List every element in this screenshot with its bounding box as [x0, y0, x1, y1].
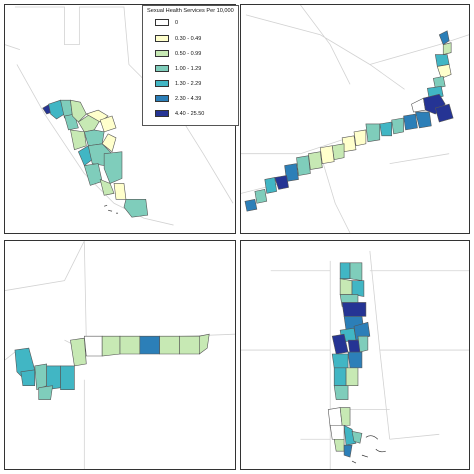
county — [296, 155, 311, 176]
map-panel-bottom-right — [240, 240, 470, 470]
county — [343, 424, 357, 446]
county — [308, 151, 323, 170]
legend-item: 0.50 - 0.99 — [155, 49, 201, 58]
county — [403, 113, 418, 131]
county — [339, 407, 351, 426]
county — [113, 183, 127, 200]
legend-label: 0.50 - 0.99 — [175, 50, 202, 57]
map-legend: Sexual Health Services Per 10,000 0 0.30… — [142, 5, 239, 126]
legend-swatch — [155, 50, 169, 57]
map-mississippi — [241, 250, 469, 469]
county — [139, 335, 160, 355]
county — [351, 430, 363, 444]
county — [83, 163, 103, 186]
legend-item: 2.30 - 4.39 — [155, 94, 201, 103]
county — [339, 262, 351, 279]
county — [101, 335, 121, 357]
county — [347, 351, 363, 369]
county — [123, 198, 149, 218]
county — [83, 129, 105, 147]
county — [60, 365, 75, 390]
county — [99, 115, 117, 133]
county — [70, 129, 87, 151]
county — [70, 337, 87, 367]
county — [343, 444, 353, 458]
county — [331, 353, 349, 369]
county — [333, 438, 345, 452]
county — [179, 335, 200, 355]
county — [101, 133, 117, 153]
counties — [327, 262, 371, 458]
county — [353, 129, 367, 147]
legend-title: Sexual Health Services Per 10,000 — [147, 8, 234, 14]
legend-swatch — [155, 19, 169, 26]
county — [351, 280, 365, 297]
county — [339, 278, 353, 295]
county — [365, 123, 381, 143]
counties — [14, 333, 210, 400]
county — [331, 143, 345, 160]
county — [48, 99, 65, 120]
county — [379, 121, 392, 137]
county — [119, 335, 141, 355]
county — [99, 178, 115, 196]
county — [436, 64, 452, 79]
county — [353, 321, 371, 341]
map-great-lakes — [5, 241, 235, 469]
county — [415, 111, 432, 129]
county — [34, 363, 47, 391]
legend-label: 2.30 - 4.39 — [175, 95, 202, 102]
legend-item: 0 — [155, 18, 178, 27]
map-panel-top-left: Sexual Health Services Per 10,000 0 0.30… — [4, 4, 239, 234]
map-panel-top-right — [240, 4, 470, 234]
map-california — [5, 6, 234, 226]
county — [244, 198, 258, 212]
county — [333, 385, 349, 400]
coastline-islands — [351, 435, 386, 464]
map-panel-bottom-left — [4, 240, 236, 470]
legend-item: 1.00 - 1.29 — [155, 64, 201, 73]
county — [434, 103, 454, 123]
county — [349, 262, 363, 282]
legend-label: 4.40 - 25.50 — [175, 110, 205, 117]
legend-item: 1.30 - 2.29 — [155, 79, 201, 88]
legend-swatch — [155, 80, 169, 87]
county — [341, 302, 367, 317]
legend-label: 1.00 - 1.29 — [175, 65, 202, 72]
legend-swatch — [155, 95, 169, 102]
legend-label: 1.30 - 2.29 — [175, 80, 202, 87]
county — [159, 335, 180, 355]
county — [254, 189, 268, 204]
county — [357, 335, 369, 353]
county — [83, 335, 103, 357]
legend-label: 0 — [175, 19, 179, 26]
county — [345, 367, 359, 387]
county — [333, 367, 347, 387]
county — [20, 369, 36, 387]
county — [38, 385, 53, 400]
legend-swatch — [155, 35, 169, 42]
county — [264, 177, 278, 194]
county — [442, 42, 452, 55]
legend-label: 0.30 - 0.49 — [175, 35, 202, 42]
counties — [244, 30, 454, 212]
county — [70, 99, 87, 123]
county — [327, 407, 343, 428]
county — [438, 30, 450, 46]
county — [411, 97, 426, 113]
county — [103, 151, 123, 184]
county — [432, 76, 446, 89]
county — [391, 117, 404, 135]
legend-swatch — [155, 110, 169, 117]
map-east-corridor — [241, 5, 469, 233]
legend-item: 4.40 - 25.50 — [155, 109, 204, 118]
islands — [104, 204, 119, 214]
county — [274, 175, 289, 190]
legend-item: 0.30 - 0.49 — [155, 34, 201, 43]
county — [329, 425, 345, 440]
counties — [42, 99, 149, 218]
legend-swatch — [155, 65, 169, 72]
county — [199, 333, 210, 355]
county — [319, 145, 335, 164]
